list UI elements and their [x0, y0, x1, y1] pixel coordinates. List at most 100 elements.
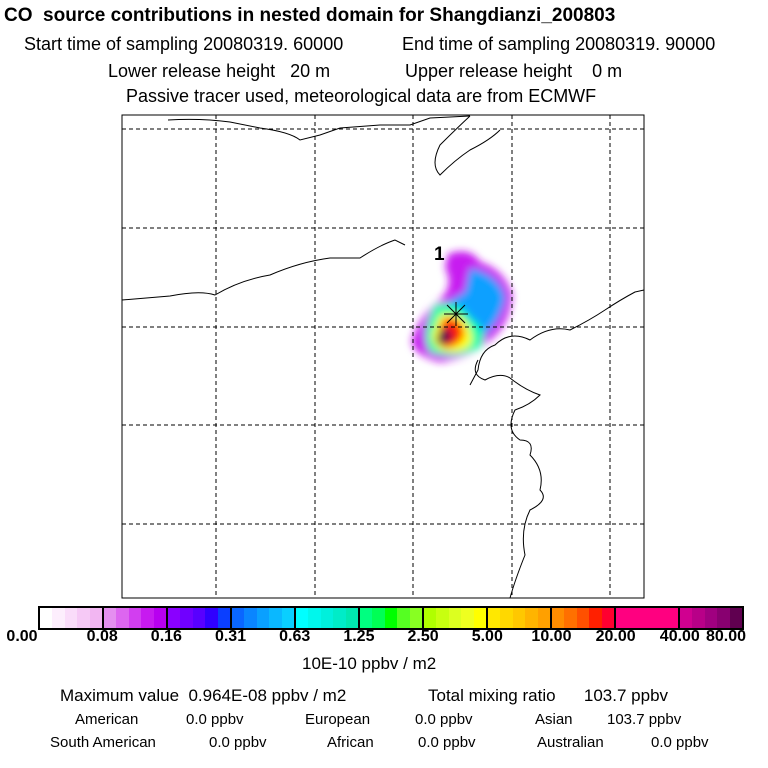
colorbar-segment [166, 608, 231, 628]
colorbar-swatch [180, 608, 193, 628]
colorbar-swatch [384, 608, 398, 628]
south-american-label: South American [50, 734, 156, 751]
african-value: 0.0 ppbv [418, 734, 476, 751]
colorbar-swatch [345, 608, 359, 628]
colorbar-swatch [77, 608, 90, 628]
colorbar-tick-label: 0.08 [86, 628, 118, 645]
colorbar-tick-label: 1.25 [343, 628, 375, 645]
colorbar-segment [230, 608, 295, 628]
colorbar-swatch [461, 608, 474, 628]
colorbar-swatch [616, 608, 629, 628]
colorbar-swatch [564, 608, 577, 628]
american-value: 0.0 ppbv [186, 711, 244, 728]
colorbar-swatch [372, 608, 385, 628]
colorbar-swatch [217, 608, 231, 628]
colorbar-swatch [488, 608, 501, 628]
colorbar-swatch [64, 608, 78, 628]
footprint-plume [412, 251, 512, 362]
colorbar-tick-label: 2.50 [407, 628, 439, 645]
european-value: 0.0 ppbv [415, 711, 473, 728]
colorbar-swatch [729, 608, 743, 628]
colorbar-swatch [436, 608, 449, 628]
colorbar-swatch [680, 608, 693, 628]
colorbar-swatch [537, 608, 551, 628]
colorbar-swatch [424, 608, 437, 628]
end-time: End time of sampling 20080319. 90000 [402, 34, 716, 54]
colorbar-swatch [232, 608, 245, 628]
colorbar-swatch [116, 608, 129, 628]
colorbar-swatch [52, 608, 65, 628]
colorbar-swatch [589, 608, 602, 628]
colorbar-swatch [256, 608, 270, 628]
colorbar-segment [550, 608, 615, 628]
grid-lines [122, 115, 644, 598]
colorbar-swatch [525, 608, 538, 628]
colorbar-tick-label: 80.00 [705, 628, 747, 645]
colorbar-tick-label: 0.00 [6, 628, 38, 645]
colorbar-segment [486, 608, 551, 628]
total-mixing-ratio: Total mixing ratio 103.7 ppbv [428, 686, 669, 705]
colorbar-tick-label: 0.63 [279, 628, 311, 645]
colorbar-swatch [320, 608, 334, 628]
colorbar-swatch [153, 608, 167, 628]
colorbar [38, 606, 744, 630]
colorbar-swatch [601, 608, 615, 628]
colorbar-swatch [473, 608, 487, 628]
colorbar-swatch [192, 608, 206, 628]
upper-release-height: Upper release height 0 m [405, 61, 623, 81]
colorbar-swatch [409, 608, 423, 628]
colorbar-swatch [360, 608, 373, 628]
colorbar-swatch [576, 608, 590, 628]
colorbar-tick-label: 20.00 [595, 628, 636, 645]
colorbar-tick-label: 10.00 [531, 628, 572, 645]
colorbar-segment [294, 608, 359, 628]
colorbar-swatch [448, 608, 462, 628]
map-frame [121, 114, 645, 599]
colorbar-swatch [141, 608, 154, 628]
start-time: Start time of sampling 20080319. 60000 [24, 34, 344, 54]
american-label: American [75, 711, 139, 728]
colorbar-segment [422, 608, 487, 628]
colorbar-swatch [500, 608, 513, 628]
asian-label: Asian [535, 711, 573, 728]
colorbar-swatch [244, 608, 257, 628]
colorbar-swatch [717, 608, 730, 628]
colorbar-swatch [40, 608, 53, 628]
european-label: European [305, 711, 371, 728]
colorbar-swatch [692, 608, 705, 628]
receptor-star-icon [444, 302, 468, 326]
colorbar-swatch [512, 608, 526, 628]
colorbar-swatch [640, 608, 654, 628]
colorbar-segment [40, 608, 103, 628]
colorbar-swatch [333, 608, 346, 628]
colorbar-swatch [628, 608, 641, 628]
colorbar-swatch [128, 608, 142, 628]
coastlines [121, 115, 645, 599]
colorbar-swatch [168, 608, 181, 628]
colorbar-segment [102, 608, 167, 628]
colorbar-swatch [665, 608, 679, 628]
australian-label: Australian [537, 734, 604, 751]
colorbar-segment [614, 608, 679, 628]
colorbar-tick-label: 40.00 [659, 628, 700, 645]
colorbar-swatch [269, 608, 282, 628]
colorbar-swatch [104, 608, 117, 628]
colorbar-tick-label: 0.16 [150, 628, 182, 645]
lower-release-height: Lower release height 20 m [108, 61, 331, 81]
australian-value: 0.0 ppbv [651, 734, 709, 751]
colorbar-swatch [296, 608, 309, 628]
african-label: African [327, 734, 374, 751]
max-value: Maximum value 0.964E-08 ppbv / m2 [60, 686, 347, 705]
colorbar-swatch [704, 608, 718, 628]
colorbar-swatch [653, 608, 666, 628]
colorbar-tick-label: 5.00 [471, 628, 503, 645]
tracer-note: Passive tracer used, meteorological data… [126, 86, 597, 106]
colorbar-tick-label: 0.31 [214, 628, 247, 645]
colorbar-swatch [89, 608, 103, 628]
colorbar-swatch [281, 608, 295, 628]
colorbar-swatch [397, 608, 410, 628]
trajectory-marker-label: 1 [434, 244, 445, 265]
asian-value: 103.7 ppbv [607, 711, 682, 728]
colorbar-segment [358, 608, 423, 628]
